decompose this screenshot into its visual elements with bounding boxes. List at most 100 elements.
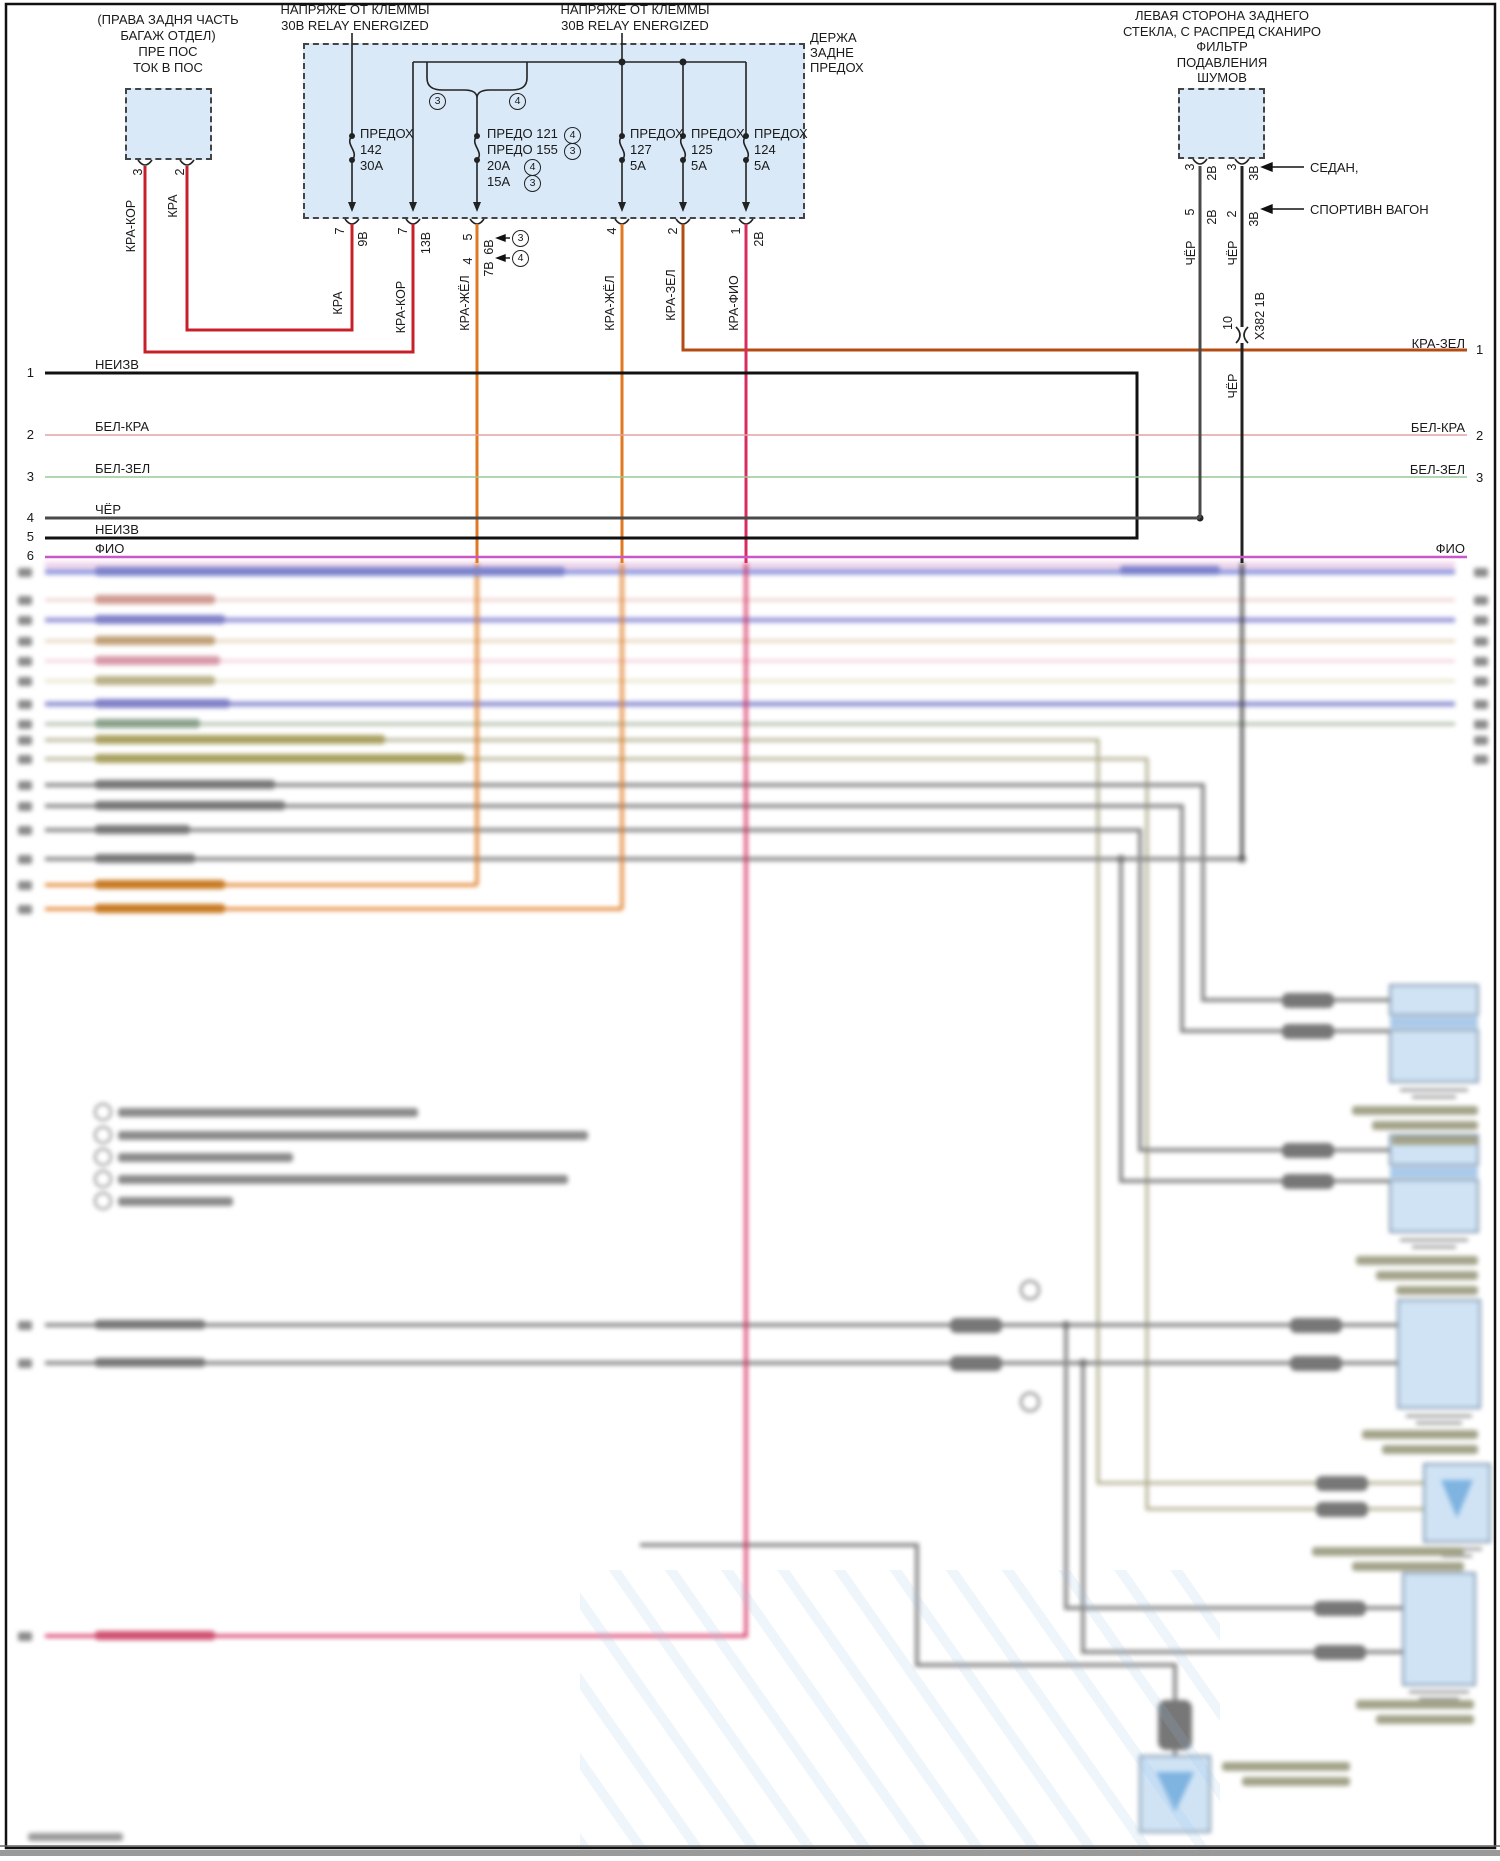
exit3-circle-bot: 4 bbox=[512, 250, 529, 267]
row-label-right-1: КРА-ЗЕЛ bbox=[1411, 336, 1465, 351]
wire-label-kra: КРА bbox=[166, 194, 180, 218]
fuse-142-name: ПРЕДОХ bbox=[360, 126, 414, 141]
feed-title-left-line2: 30В RELAY ENERGIZED bbox=[281, 18, 429, 33]
row-label-right-4: ФИО bbox=[1435, 541, 1465, 556]
variant-sedan-label: СЕДАН, bbox=[1310, 160, 1359, 175]
fuse-124-number: 124 bbox=[754, 142, 776, 157]
row-num-right-2: 2 bbox=[1476, 428, 1484, 443]
fuse-holder-label: ДЕРЖА ЗАДНЕ ПРЕДОХ bbox=[810, 30, 864, 75]
exit3-size-bot: 7В bbox=[482, 261, 496, 277]
blurred-legend bbox=[94, 1103, 588, 1210]
faint-watermark-pattern bbox=[580, 1570, 1220, 1850]
exit1-size: 9В bbox=[356, 231, 370, 247]
filter-title-line3: ФИЛЬТР bbox=[1196, 39, 1248, 54]
row-label-right-3: БЕЛ-ЗЕЛ bbox=[1409, 462, 1465, 477]
fuse-125-rating: 5А bbox=[691, 158, 707, 173]
exit6-wire: КРА-ФИО bbox=[727, 275, 741, 331]
left-connector-title: (ПРАВА ЗАДНЯ ЧАСТЬ БАГАЖ ОТДЕЛ) ПРЕ ПОС … bbox=[58, 12, 278, 76]
row-label-left-6: ФИО bbox=[95, 541, 125, 556]
row-num-left-1: 1 bbox=[26, 365, 34, 380]
feed-title-right-line2: 30В RELAY ENERGIZED bbox=[561, 18, 709, 33]
feed-title-right: НАПРЯЖЕ ОТ КЛЕММЫ 30В RELAY ENERGIZED bbox=[525, 2, 745, 34]
filter-title-line4: ПОДАВЛЕНИЯ bbox=[1176, 54, 1268, 70]
fuse-dots-and-junctions bbox=[349, 58, 1204, 522]
left-connector-title-line3: ПРЕ ПОС bbox=[138, 44, 198, 59]
row-num-left-6: 6 bbox=[26, 548, 34, 563]
fuse-125-name: ПРЕДОХ bbox=[691, 126, 745, 141]
feed-title-left-line1: НАПРЯЖЕ ОТ КЛЕММЫ bbox=[280, 2, 430, 17]
row-num-left-4: 4 bbox=[26, 510, 34, 525]
blurred-splice-symbol-2 bbox=[1020, 1392, 1040, 1412]
row-label-right-2: БЕЛ-КРА bbox=[1410, 420, 1465, 435]
fuse-121-circle4: 3 bbox=[524, 175, 541, 192]
noise-filter-box bbox=[1178, 88, 1265, 159]
fuse-142-rating: 30А bbox=[360, 158, 384, 173]
fuse-124-name: ПРЕДОХ bbox=[754, 126, 808, 141]
feed-title-left: НАПРЯЖЕ ОТ КЛЕММЫ 30В RELAY ENERGIZED bbox=[245, 2, 465, 34]
filter-size-2b: 3В bbox=[1247, 211, 1261, 227]
row-label-left-2: БЕЛ-КРА bbox=[95, 419, 150, 434]
brace-circle-4: 4 bbox=[509, 93, 526, 110]
wire-kra bbox=[185, 166, 354, 332]
feed-title-right-line1: НАПРЯЖЕ ОТ КЛЕММЫ bbox=[560, 2, 710, 17]
row-label-left-5: НЕИЗВ bbox=[95, 522, 139, 537]
fuse-127-number: 127 bbox=[630, 142, 652, 157]
fuse-121-line3: 20А bbox=[487, 158, 511, 173]
wire-neizv-loop bbox=[45, 371, 1139, 540]
wire-kra-kor bbox=[143, 166, 415, 354]
holder-line2: ЗАДНЕ bbox=[810, 45, 854, 60]
blurred-label-bars bbox=[28, 566, 1478, 1841]
fuse-exit-arrowheads bbox=[348, 202, 750, 212]
exit5-wire: КРА-ЗЕЛ bbox=[664, 269, 678, 321]
row-num-left-2: 2 bbox=[26, 427, 34, 442]
blurred-component-stands bbox=[1400, 1088, 1482, 1701]
blurred-junction-dots bbox=[1062, 855, 1246, 1367]
x382-name-label: X382 1В bbox=[1253, 292, 1267, 340]
filter-wire-a-label: ЧЁР bbox=[1184, 240, 1198, 266]
blurred-row-numbers bbox=[18, 568, 1488, 1641]
fuse-holder-box bbox=[303, 43, 805, 219]
exit2-wire: КРА-КОР bbox=[394, 280, 408, 334]
filter-size-2a: 2В bbox=[1205, 209, 1219, 225]
fuse-121-line2: ПРЕДО 155 bbox=[487, 142, 558, 157]
row-num-right-3: 3 bbox=[1476, 470, 1484, 485]
alt-pin-arrows bbox=[495, 233, 510, 263]
row-num-left-5: 5 bbox=[26, 529, 34, 544]
exit3-wire: КРА-ЖЁЛ bbox=[458, 275, 472, 331]
wire-chyor-row bbox=[45, 166, 1202, 520]
blurred-speaker-components bbox=[1139, 984, 1491, 1833]
wire-kra-zel bbox=[681, 224, 1467, 352]
fuse-127-name: ПРЕДОХ bbox=[630, 126, 684, 141]
fuse-124-rating: 5А bbox=[754, 158, 770, 173]
variant-arrows bbox=[1260, 161, 1304, 215]
filter-title-line5: ШУМОВ bbox=[1197, 70, 1247, 85]
fuse-121-line4: 15А bbox=[487, 174, 511, 189]
exit4-wire: КРА-ЖЁЛ bbox=[603, 275, 617, 331]
row-num-right-1: 1 bbox=[1476, 342, 1484, 357]
exit3-circle-top: 3 bbox=[512, 230, 529, 247]
blurred-pink-band bbox=[45, 562, 1455, 569]
wire-label-kra-kor: КРА-КОР bbox=[124, 199, 138, 253]
blurred-splice-symbol bbox=[1020, 1280, 1040, 1300]
filter-title-line1: ЛЕВАЯ СТОРОНА ЗАДНЕГО bbox=[1135, 8, 1309, 23]
row-label-left-3: БЕЛ-ЗЕЛ bbox=[95, 461, 151, 476]
filter-wire-b2-label: ЧЁР bbox=[1226, 373, 1240, 399]
blurred-ferrite-beads bbox=[950, 993, 1368, 1750]
fusebox-internal-wiring bbox=[348, 33, 750, 202]
variant-wagon-label: СПОРТИВН ВАГОН bbox=[1310, 202, 1429, 217]
fuse-121-circle2: 3 bbox=[564, 143, 581, 160]
exit6-size: 2В bbox=[752, 231, 766, 247]
exit1-wire: КРА bbox=[331, 291, 345, 315]
holder-line3: ПРЕДОХ bbox=[810, 60, 864, 75]
row-label-left-1: НЕИЗВ bbox=[95, 357, 139, 372]
x382-connector-symbol bbox=[1235, 326, 1249, 344]
exit2-size: 13В bbox=[419, 231, 433, 255]
holder-line1: ДЕРЖА bbox=[810, 30, 857, 45]
left-connector-title-line2: БАГАЖ ОТДЕЛ) bbox=[120, 28, 216, 43]
fuse-121-line1: ПРЕДО 121 bbox=[487, 126, 558, 141]
filter-title-line2: СТЕКЛА, С РАСПРЕД СКАНИРО bbox=[1122, 23, 1322, 39]
